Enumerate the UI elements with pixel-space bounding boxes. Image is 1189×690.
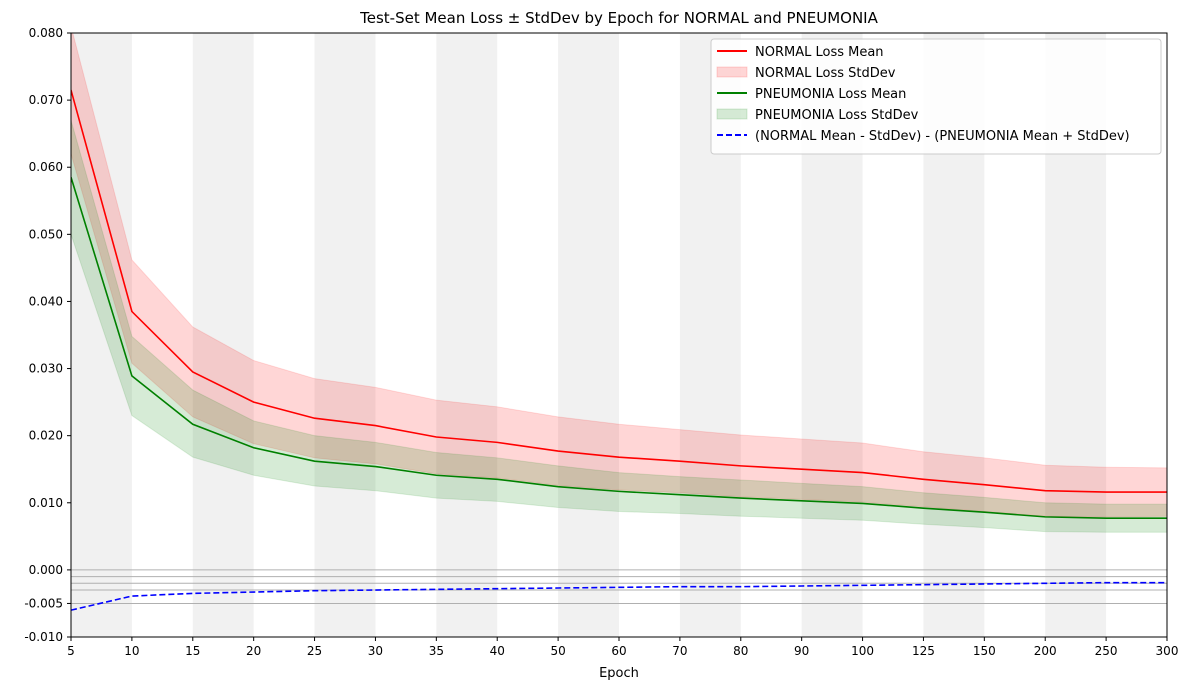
shaded-band [558,33,619,637]
legend: NORMAL Loss Mean NORMAL Loss StdDev PNEUMO… [710,38,1162,155]
y-tick-label: 0.000 [29,563,63,577]
shaded-band [192,33,254,637]
legend-box [710,38,1162,155]
y-tick-label: 0.060 [29,160,63,174]
shaded-band [314,33,376,637]
y-axis: -0.010 -0.005 0.000 0.010 0.020 0.030 0.040 0.0… [24,26,71,644]
y-tick-label: -0.010 [24,630,63,644]
legend-entry: PNEUMONIA Loss StdDev [755,108,919,123]
x-tick-label: 30 [368,644,383,658]
stddev-band [71,33,1167,518]
x-tick-label: 5 [67,644,75,658]
x-tick-label: 35 [429,644,444,658]
x-tick-label: 80 [733,644,748,658]
x-tick-label: 20 [246,644,261,658]
x-tick-label: 125 [912,644,935,658]
shaded-band [71,33,132,637]
x-tick-label: 10 [124,644,139,658]
legend-swatch [716,66,748,78]
x-tick-label: 15 [185,644,200,658]
y-tick-label: 0.030 [29,362,63,376]
x-tick-label: 150 [973,644,996,658]
legend-swatch [716,108,748,120]
x-tick-label: 250 [1095,644,1118,658]
x-tick-label: 25 [307,644,322,658]
x-tick-label: 100 [851,644,874,658]
y-tick-label: -0.005 [24,596,63,610]
legend-entry: NORMAL Loss StdDev [755,66,896,81]
y-tick-label: 0.070 [29,93,63,107]
y-tick-label: 0.020 [29,429,63,443]
x-tick-label: 40 [490,644,505,658]
y-tick-label: 0.040 [29,294,63,308]
x-tick-label: 60 [611,644,626,658]
x-tick-label: 300 [1156,644,1179,658]
x-tick-label: 50 [550,644,565,658]
x-tick-label: 70 [672,644,687,658]
x-axis-label: Epoch [599,666,639,681]
legend-entry: (NORMAL Mean - StdDev) - (PNEUMONIA Mean… [755,129,1130,144]
mean-line [71,89,1167,493]
plot-area [70,32,1168,638]
x-tick-label: 90 [794,644,809,658]
y-tick-label: 0.080 [29,26,63,40]
x-axis: 5 10 15 20 25 30 35 40 50 60 70 80 90 100 125 150 200 250… [67,637,1178,658]
chart-title: Test-Set Mean Loss ± StdDev by Epoch for… [359,9,878,27]
x-tick-label: 200 [1034,644,1057,658]
shaded-band [436,33,498,637]
legend-entry: PNEUMONIA Loss Mean [755,87,906,102]
legend-entry: NORMAL Loss Mean [755,45,884,60]
y-tick-label: 0.050 [29,227,63,241]
mean-line [71,177,1167,520]
difference-line [71,581,1167,611]
stddev-band [71,120,1167,533]
y-tick-label: 0.010 [29,496,63,510]
